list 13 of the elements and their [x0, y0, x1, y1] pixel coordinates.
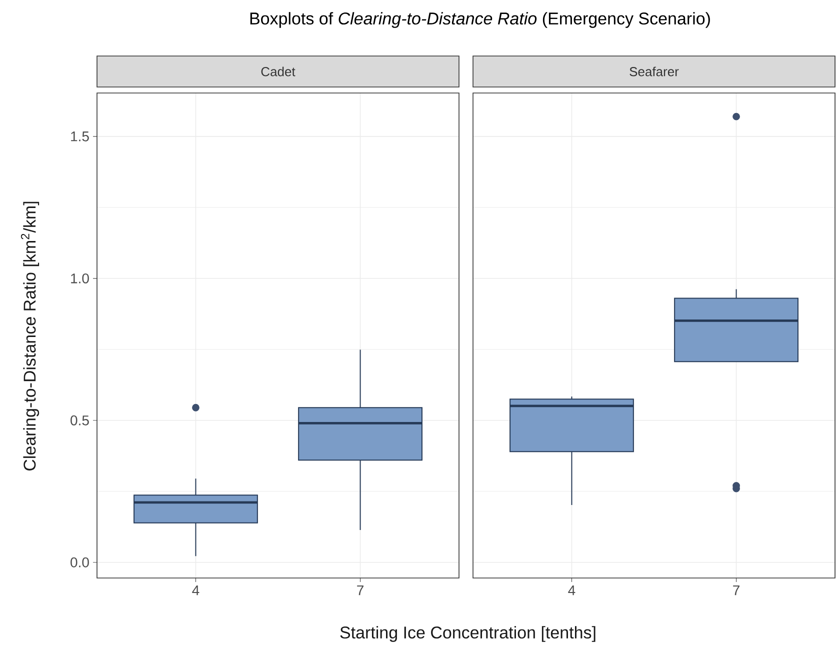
chart-subtitle: Seafarer	[630, 66, 679, 76]
y-tick-label: 1.5	[71, 132, 89, 142]
x-axis-title: Starting Ice Concentration [tenths]	[340, 626, 596, 642]
x-tick-label: 4	[568, 586, 576, 596]
y-tick-label: 0.0	[70, 557, 89, 568]
y-axis-title: Clearing-to-Distance Ratio [km$^{2}$/km]	[20, 202, 40, 470]
x-tick-label: 7	[357, 586, 364, 596]
x-tick-label: 4	[192, 586, 200, 596]
y-tick-label: 1.0	[71, 273, 89, 284]
chart-title: Boxplots of Clearing-to-Distance Ratio (Emergency Scenario)	[250, 12, 710, 28]
y-tick-label: 0.5	[70, 415, 89, 426]
x-tick-label: 7	[733, 586, 740, 596]
chart-subtitle: Cadet	[261, 66, 296, 76]
